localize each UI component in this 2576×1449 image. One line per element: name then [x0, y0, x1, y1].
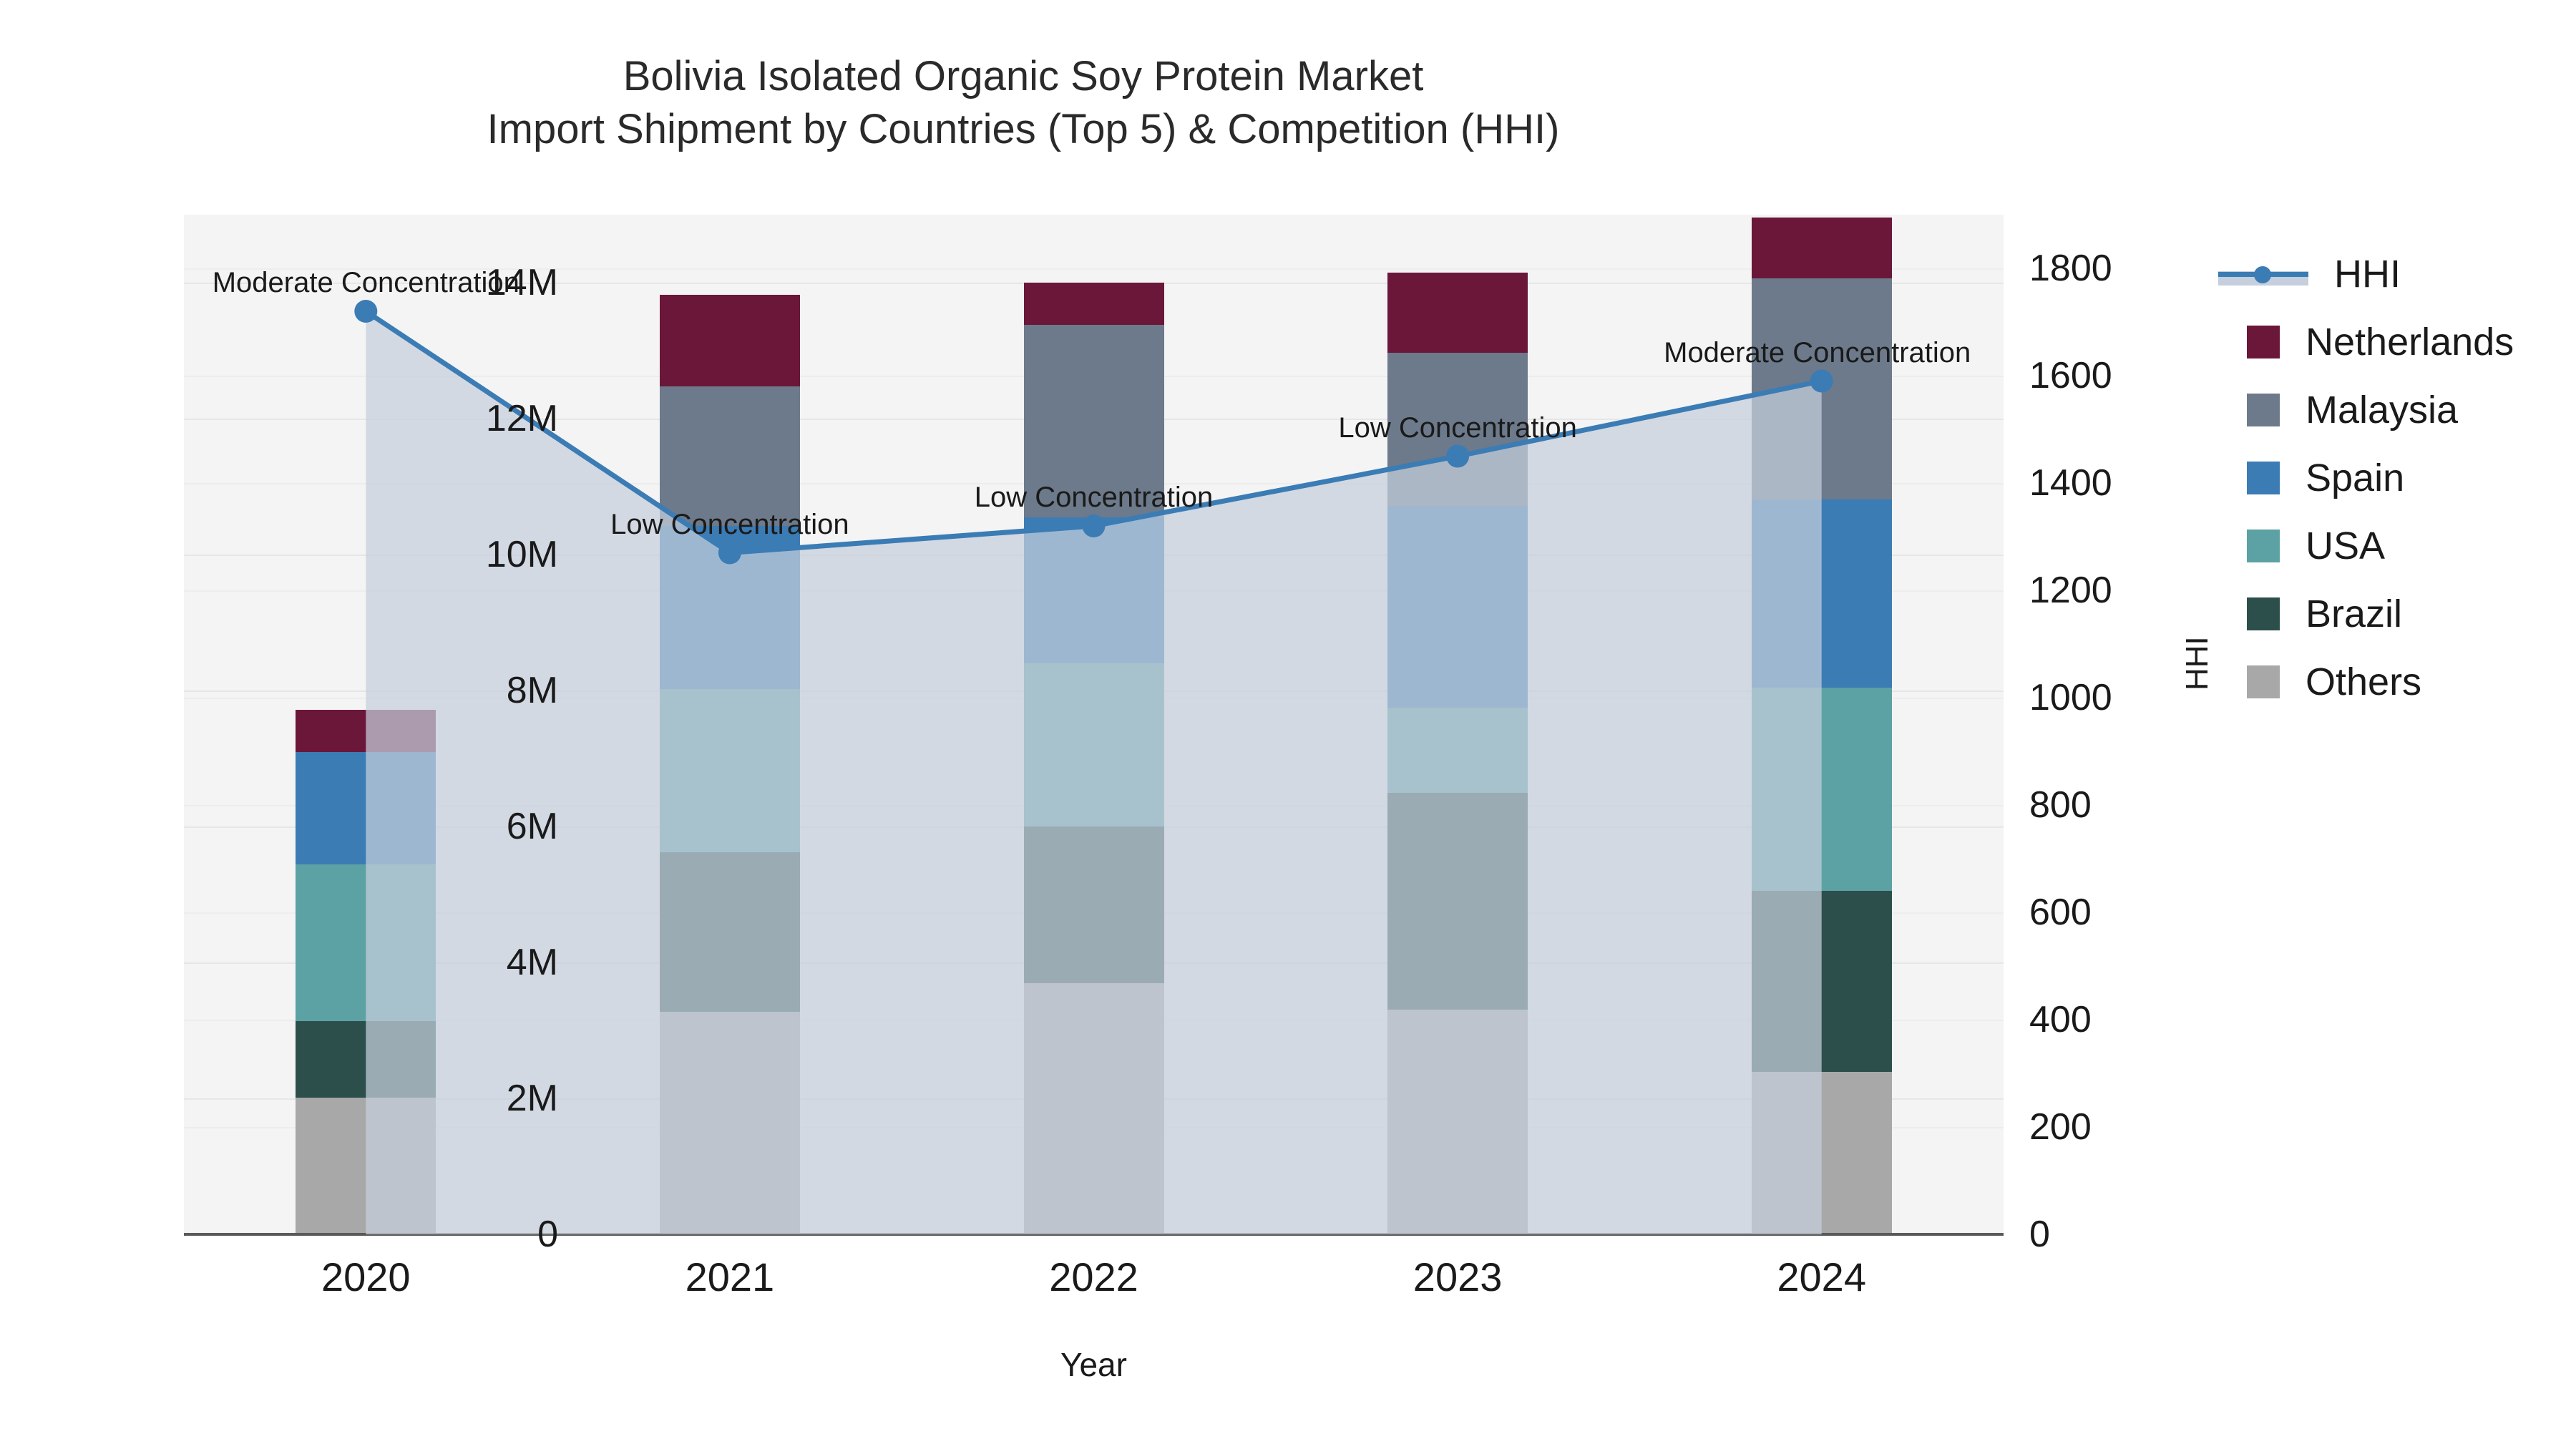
bar-segment[interactable]	[1751, 688, 1892, 892]
legend-item-label: Malaysia	[2306, 388, 2459, 431]
bar-segment[interactable]	[1387, 793, 1528, 1010]
bar-segment[interactable]	[1387, 505, 1528, 708]
x-axis-tick: 2022	[1049, 1254, 1138, 1299]
concentration-annotation: Moderate Concentration	[1664, 336, 1971, 369]
concentration-annotation: Moderate Concentration	[212, 267, 519, 298]
bar-segment[interactable]	[1751, 217, 1892, 279]
gridline	[184, 268, 2004, 270]
bar-segment[interactable]	[1751, 1071, 1892, 1234]
bar-segment[interactable]	[296, 709, 436, 753]
x-axis-label: Year	[1060, 1346, 1127, 1383]
y-axis-left-tick: 0	[537, 1214, 558, 1255]
chart-title: Bolivia Isolated Organic Soy Protein Mar…	[0, 50, 2046, 156]
legend-dot-icon	[2254, 265, 2271, 283]
bar-segment[interactable]	[1387, 272, 1528, 353]
concentration-annotation: Low Concentration	[610, 508, 849, 540]
y-axis-left-tick: 6M	[506, 806, 558, 847]
y-axis-left-tick: 4M	[506, 942, 558, 983]
legend-color-swatch	[2247, 529, 2280, 562]
y-axis-left-tick: 8M	[506, 670, 558, 711]
bar-segment[interactable]	[1023, 663, 1164, 826]
legend: HHI Netherlands Malaysia Spain USA Brazil Othe…	[2218, 240, 2514, 716]
y-axis-right-tick: 1000	[2029, 677, 2112, 718]
bar-segment[interactable]	[1023, 517, 1164, 663]
bar-segment[interactable]	[659, 386, 800, 527]
y-axis-right-tick: 0	[2029, 1214, 2050, 1255]
concentration-annotation: Low Concentration	[1338, 411, 1577, 444]
legend-color-swatch	[2247, 597, 2280, 630]
y-axis-right-tick: 200	[2029, 1106, 2092, 1148]
bar-segment[interactable]	[1387, 1009, 1528, 1234]
x-axis-tick: 2021	[685, 1254, 775, 1299]
chart-title-line1: Bolivia Isolated Organic Soy Protein Mar…	[623, 53, 1424, 99]
y-axis-right-tick: 800	[2029, 784, 2092, 826]
y-axis-left-tick: 14M	[485, 262, 558, 303]
legend-color-swatch	[2247, 393, 2280, 426]
y-axis-right-tick: 400	[2029, 999, 2092, 1040]
y-axis-left-tick: 12M	[485, 398, 558, 439]
legend-item-label: Spain	[2306, 456, 2405, 499]
bar-segment[interactable]	[1023, 283, 1164, 325]
y-axis-right-tick: 1400	[2029, 462, 2112, 504]
bar-segment[interactable]	[1751, 499, 1892, 688]
bar-segment[interactable]	[659, 1012, 800, 1234]
concentration-annotation: Low Concentration	[974, 482, 1214, 513]
bar-segment[interactable]	[1023, 826, 1164, 983]
bar-segment[interactable]	[659, 689, 800, 853]
y-axis-left-tick: 2M	[506, 1078, 558, 1119]
legend-item-label: Netherlands	[2306, 320, 2514, 364]
bar-segment[interactable]	[659, 526, 800, 690]
y-axis-right-tick: 1800	[2029, 248, 2112, 289]
y-axis-right-tick: 1600	[2029, 355, 2112, 396]
y-axis-right-tick: 600	[2029, 892, 2092, 933]
legend-item-label: Brazil	[2306, 592, 2403, 635]
chart-title-line2: Import Shipment by Countries (Top 5) & C…	[487, 106, 1560, 153]
bar-segment[interactable]	[1387, 707, 1528, 794]
legend-color-swatch	[2247, 665, 2280, 698]
y-axis-right-tick: 1200	[2029, 570, 2112, 611]
legend-item[interactable]: Netherlands	[2218, 308, 2514, 376]
bar-segment[interactable]	[659, 295, 800, 387]
legend-line-marker-icon	[2218, 258, 2308, 291]
legend-item[interactable]: Spain	[2218, 444, 2514, 512]
legend-color-swatch	[2247, 325, 2280, 358]
bar-segment[interactable]	[1751, 278, 1892, 500]
y-axis-right-label: HHI	[2180, 636, 2215, 691]
legend-color-swatch	[2247, 461, 2280, 494]
x-axis-line	[184, 1233, 2004, 1236]
legend-item[interactable]: HHI	[2218, 240, 2514, 308]
legend-item[interactable]: Brazil	[2218, 580, 2514, 648]
y-axis-left-tick: 10M	[485, 534, 558, 575]
legend-item-label: USA	[2306, 524, 2386, 567]
legend-item[interactable]: Others	[2218, 648, 2514, 716]
legend-item[interactable]: Malaysia	[2218, 376, 2514, 444]
x-axis-tick: 2023	[1413, 1254, 1503, 1299]
bar-segment[interactable]	[1023, 982, 1164, 1234]
bar-segment[interactable]	[659, 852, 800, 1013]
legend-item-label: Others	[2306, 660, 2422, 703]
x-axis-tick: 2020	[321, 1254, 411, 1299]
legend-item[interactable]: USA	[2218, 512, 2514, 580]
x-axis-tick: 2024	[1777, 1254, 1866, 1299]
bar-segment[interactable]	[1751, 891, 1892, 1072]
legend-item-label: HHI	[2334, 252, 2401, 296]
